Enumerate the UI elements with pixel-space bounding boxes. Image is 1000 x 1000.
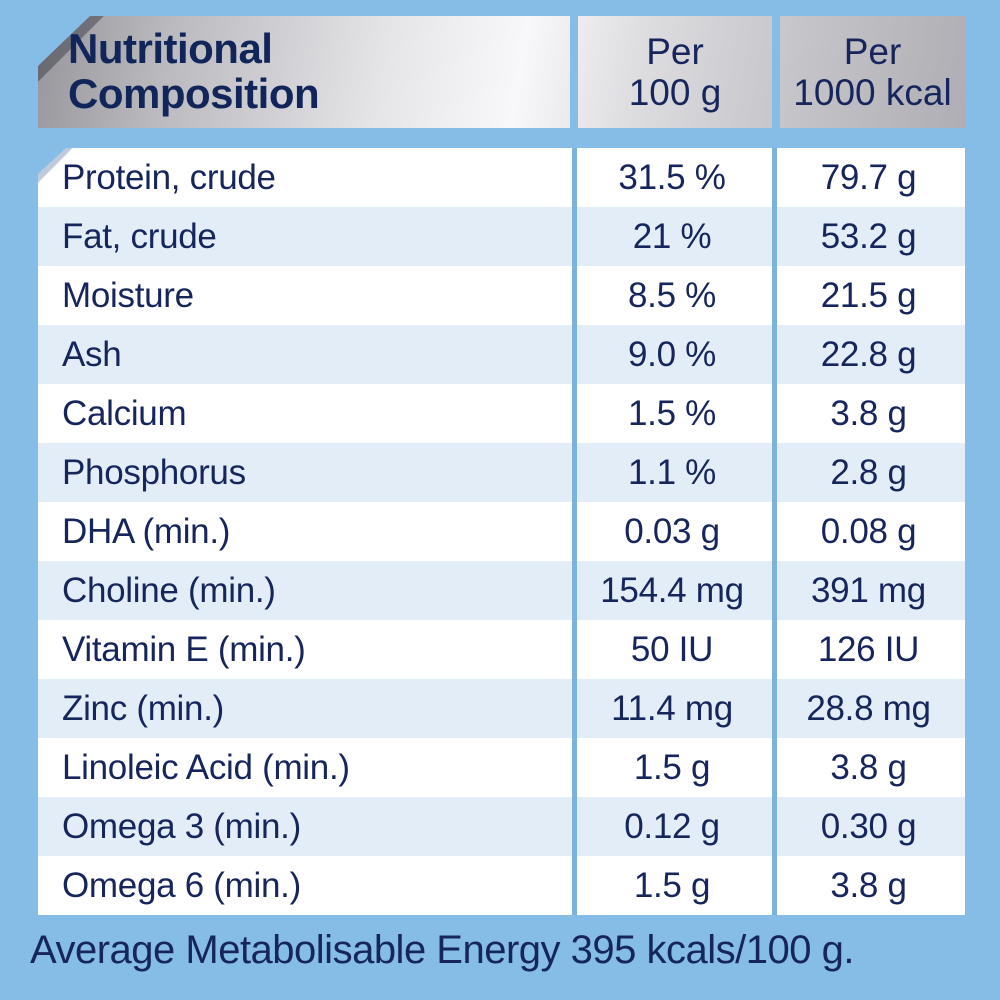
nutrient-label: Ash (62, 334, 122, 374)
nutrient-label: Vitamin E (min.) (62, 629, 306, 669)
value-per-1000kcal: 3.8 g (830, 747, 907, 787)
nutrient-label: Zinc (min.) (62, 688, 224, 728)
value-per-100g: 50 IU (630, 629, 714, 669)
nutrient-label: Omega 3 (min.) (62, 806, 301, 846)
value-per-1000kcal: 0.08 g (820, 511, 917, 551)
column-header-per-100g-label: Per 100 g (628, 30, 722, 113)
table-row: Protein, crude 31.5 % 79.7 g (38, 148, 965, 207)
header-column-divider (772, 16, 780, 128)
table-row: Moisture 8.5 % 21.5 g (38, 266, 965, 325)
column-header-per-1000kcal: Per 1000 kcal (780, 16, 965, 128)
value-per-100g: 8.5 % (628, 275, 716, 315)
footer-energy-text: Average Metabolisable Energy 395 kcals/1… (30, 928, 854, 972)
nutrient-label: DHA (min.) (62, 511, 231, 551)
table-row: Linoleic Acid (min.) 1.5 g 3.8 g (38, 738, 965, 797)
value-per-100g: 31.5 % (618, 157, 726, 197)
table-row: Ash 9.0 % 22.8 g (38, 325, 965, 384)
value-per-1000kcal: 126 IU (817, 629, 920, 669)
column-header-per-100g: Per 100 g (578, 16, 772, 128)
table-row: Calcium 1.5 % 3.8 g (38, 384, 965, 443)
table-row: DHA (min.) 0.03 g 0.08 g (38, 502, 965, 561)
panel-title-cell: Nutritional Composition (38, 16, 570, 128)
column-separator-1 (572, 148, 577, 915)
value-per-100g: 11.4 mg (611, 688, 733, 728)
value-per-100g: 1.5 g (633, 747, 711, 787)
nutrient-label: Omega 6 (min.) (62, 865, 301, 905)
value-per-100g: 21 % (632, 216, 712, 256)
nutrient-label: Choline (min.) (62, 570, 276, 610)
table-row: Vitamin E (min.) 50 IU 126 IU (38, 620, 965, 679)
table-row: Phosphorus 1.1 % 2.8 g (38, 443, 965, 502)
value-per-100g: 0.12 g (624, 806, 720, 846)
nutrient-label: Protein, crude (62, 157, 276, 197)
nutrient-label: Linoleic Acid (min.) (62, 747, 350, 787)
value-per-1000kcal: 21.5 g (820, 275, 917, 315)
value-per-1000kcal: 53.2 g (820, 216, 917, 256)
value-per-1000kcal: 22.8 g (820, 334, 917, 374)
panel-header: Nutritional Composition Per 100 g Per 10… (38, 16, 965, 128)
nutrition-panel: Nutritional Composition Per 100 g Per 10… (38, 16, 965, 915)
nutrient-label: Fat, crude (62, 216, 217, 256)
value-per-100g: 0.03 g (624, 511, 720, 551)
table-row: Fat, crude 21 % 53.2 g (38, 207, 965, 266)
nutrient-label: Moisture (62, 275, 194, 315)
value-per-1000kcal: 3.8 g (830, 393, 907, 433)
value-per-1000kcal: 28.8 mg (806, 688, 931, 728)
value-per-100g: 154.4 mg (600, 570, 744, 610)
header-column-divider (570, 16, 578, 128)
value-per-1000kcal: 391 mg (811, 570, 926, 610)
column-separator-2 (772, 148, 777, 915)
value-per-100g: 1.5 g (633, 865, 711, 905)
value-per-1000kcal: 0.30 g (820, 806, 917, 846)
value-per-100g: 1.5 % (628, 393, 716, 433)
nutrient-label: Calcium (62, 393, 187, 433)
table-row: Omega 6 (min.) 1.5 g 3.8 g (38, 856, 965, 915)
table-row: Zinc (min.) 11.4 mg 28.8 mg (38, 679, 965, 738)
table-row: Choline (min.) 154.4 mg 391 mg (38, 561, 965, 620)
value-per-1000kcal: 2.8 g (830, 452, 907, 492)
value-per-1000kcal: 79.7 g (820, 157, 917, 197)
value-per-100g: 9.0 % (628, 334, 716, 374)
panel-title: Nutritional Composition (68, 25, 320, 117)
column-header-per-1000kcal-label: Per 1000 kcal (793, 30, 952, 113)
table-row: Omega 3 (min.) 0.12 g 0.30 g (38, 797, 965, 856)
nutrient-table: Protein, crude 31.5 % 79.7 g Fat, crude … (38, 148, 965, 915)
value-per-1000kcal: 3.8 g (830, 865, 907, 905)
value-per-100g: 1.1 % (628, 452, 716, 492)
nutrient-label: Phosphorus (62, 452, 246, 492)
